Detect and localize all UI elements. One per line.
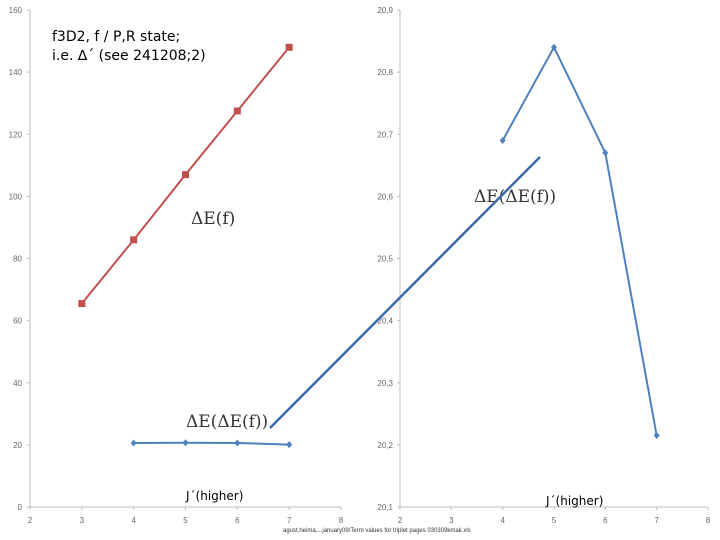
annotation-label-1: ΔE(ΔE(f)) <box>186 412 268 432</box>
annotation-label-0: ΔE(f) <box>191 209 235 229</box>
chart1-y-tick-label: 20,5 <box>377 255 393 264</box>
chart1-x-tick-label: 3 <box>449 516 454 525</box>
footer-source-path: agust,heima,...january09/Term values for… <box>283 528 471 534</box>
chart1-y-tick-label: 20,2 <box>377 441 393 450</box>
chart1-series0-point <box>551 43 557 51</box>
chart0-y-tick-label: 100 <box>9 192 23 201</box>
chart1-x-tick-label: 4 <box>500 516 505 525</box>
chart0-series0-point <box>182 171 189 179</box>
chart1-series0-line <box>501 45 658 436</box>
chart1-y-tick-label: 20,1 <box>377 503 393 512</box>
chart0-x-tick-label: 4 <box>131 516 136 525</box>
note-line-2: i.e. ∆´ (see 241208;2) <box>52 48 206 64</box>
chart0-y-tick-label: 160 <box>9 6 23 15</box>
chart1-series0-point <box>499 136 506 144</box>
right-x-axis-label: J´(higher) <box>546 494 604 508</box>
connector-arrow-line <box>269 156 541 429</box>
left-x-axis-label: J´(higher) <box>186 489 244 503</box>
chart0-x-tick-label: 7 <box>287 516 292 525</box>
chart1-y-tick-label: 20,3 <box>377 379 393 388</box>
chart0-x-tick-label: 2 <box>28 516 33 525</box>
chart0-series0-point <box>233 107 241 115</box>
chart1-series0-point <box>653 432 660 440</box>
note-line-1: f3D2, f / P,R state; <box>52 29 181 45</box>
note-text: f3D2, f / P,R state; i.e. ∆´ (see 241208… <box>52 28 206 66</box>
chart1-y-tick-label: 20,8 <box>377 68 393 77</box>
chart1-series0-point <box>602 149 609 157</box>
chart1-x-tick-label: 6 <box>603 516 608 525</box>
chart0-y-tick-label: 20 <box>13 441 22 450</box>
chart1-x-tick-label: 7 <box>654 516 659 525</box>
chart0-x-tick-label: 3 <box>80 516 85 525</box>
chart1-x-tick-label: 8 <box>706 516 711 525</box>
chart1-y-tick-label: 20,6 <box>377 192 393 201</box>
chart0-series1-point <box>182 439 189 447</box>
chart0-y-tick-label: 140 <box>9 68 23 77</box>
chart0-series0-point <box>285 43 293 51</box>
chart0-y-tick-label: 120 <box>9 130 23 139</box>
chart0-series0-point <box>78 300 86 308</box>
chart0-series1-line <box>133 441 290 446</box>
annotation-label-2: ΔE(ΔE(f)) <box>474 187 556 207</box>
chart0-series1-point <box>234 439 241 447</box>
chart0-x-tick-label: 5 <box>183 516 188 525</box>
chart0-y-tick-label: 0 <box>18 503 23 512</box>
chart1-y-tick-label: 20,4 <box>377 317 393 326</box>
chart1-y-tick-label: 20,9 <box>377 6 393 15</box>
chart0-x-tick-label: 8 <box>339 516 344 525</box>
chart0-series0-point <box>130 236 138 244</box>
chart0-series1-point <box>286 441 293 449</box>
chart1-x-tick-label: 2 <box>398 516 403 525</box>
chart1-x-tick-label: 5 <box>552 516 557 525</box>
chart1-y-tick-label: 20,7 <box>377 130 393 139</box>
chart0-y-tick-label: 80 <box>13 255 22 264</box>
chart0-y-tick-label: 60 <box>13 317 22 326</box>
chart0-x-tick-label: 6 <box>235 516 240 525</box>
chart0-y-tick-label: 40 <box>13 379 22 388</box>
chart0-series1-point <box>130 439 137 447</box>
